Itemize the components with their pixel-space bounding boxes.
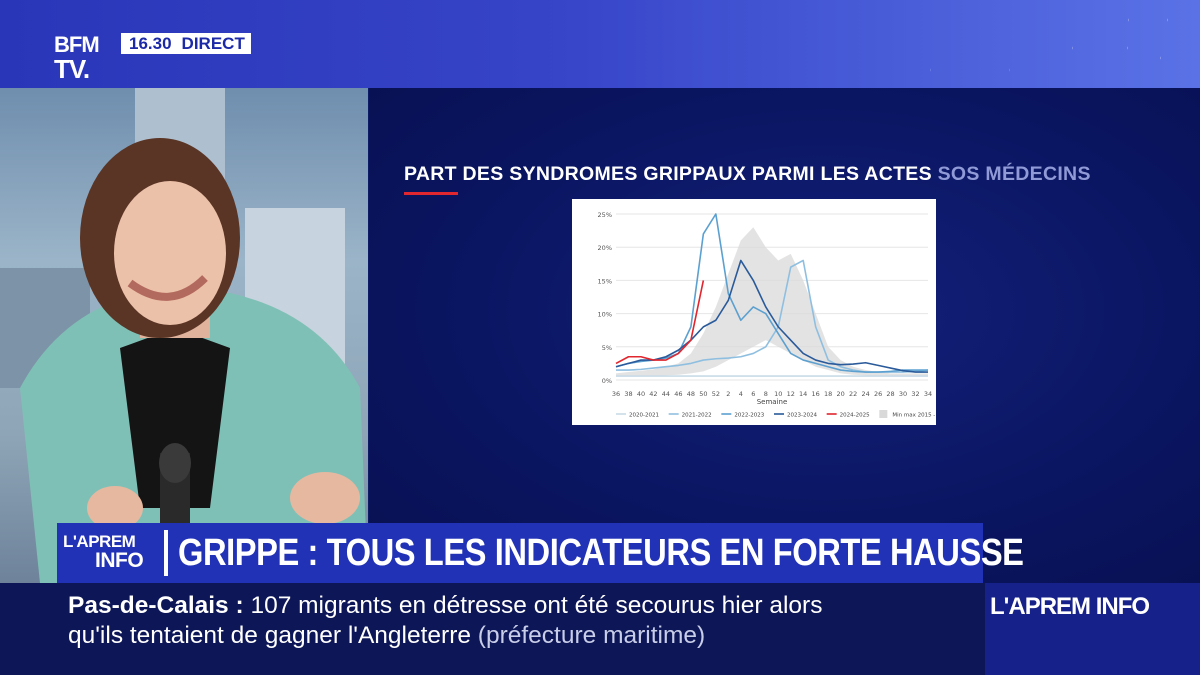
live-tag: DIRECT	[179, 33, 251, 54]
x-tick-label: 36	[612, 390, 620, 398]
y-tick-label: 20%	[598, 244, 612, 252]
x-tick-label: 4	[739, 390, 743, 398]
series-line	[615, 213, 928, 373]
y-tick-label: 25%	[598, 211, 612, 219]
y-tick-label: 0%	[602, 377, 612, 385]
x-tick-label: 16	[812, 390, 820, 398]
headline: GRIPPE : TOUS LES INDICATEURS EN FORTE H…	[178, 532, 1024, 574]
ticker-brand: L'APREM INFO	[990, 593, 1150, 620]
x-tick-label: 12	[787, 390, 795, 398]
chart-title: PART DES SYNDROMES GRIPPAUX PARMI LES AC…	[404, 163, 1091, 186]
y-tick-label: 15%	[598, 277, 612, 285]
ticker-line1: Pas-de-Calais : 107 migrants en détresse…	[68, 592, 822, 620]
ticker-text1: 107 migrants en détresse ont été secouru…	[243, 592, 823, 619]
x-tick-label: 20	[836, 390, 844, 398]
logo-line1: BFM	[54, 32, 100, 57]
x-tick-label: 50	[699, 390, 707, 398]
legend-label: 2020-2021	[629, 413, 659, 419]
decor-hexagon	[1160, 38, 1200, 78]
title-underline	[404, 192, 458, 195]
x-tick-label: 28	[886, 390, 894, 398]
y-tick-label: 5%	[602, 344, 612, 352]
legend-label: 2023-2024	[787, 413, 817, 419]
legend-label: 2021-2022	[682, 413, 712, 419]
chart-title-accent: SOS MÉDECINS	[937, 163, 1091, 185]
x-tick-label: 42	[649, 390, 657, 398]
chart-card: 0% 5% 10% 15% 20% 25% 36 38 40 42 44 46 48 50 52 2 4 6 8 10…	[572, 199, 936, 425]
studio-video	[0, 88, 368, 583]
x-tick-label: 26	[874, 390, 882, 398]
x-tick-label: 18	[824, 390, 832, 398]
x-tick-label: 14	[799, 390, 807, 398]
x-tick-label: 10	[774, 390, 782, 398]
flu-chart: 0%5%10%15%20%25%36 38 40 42 44 46 48 50 52 2 4 6 8 10…	[598, 211, 936, 419]
show-logo-line1: L'APREM	[63, 532, 136, 551]
logo-line2: TV.	[54, 54, 90, 84]
ticker-text2: qu'ils tentaient de gagner l'Angleterre	[68, 622, 478, 649]
x-tick-label: 38	[624, 390, 632, 398]
x-tick-label: 40	[637, 390, 645, 398]
minmax-band	[616, 227, 928, 377]
x-tick-label: 24	[861, 390, 869, 398]
banner-divider	[164, 530, 168, 576]
clock: 16.30	[121, 33, 180, 54]
show-logo-line2: INFO	[95, 549, 144, 572]
legend-label: 2022-2023	[734, 413, 764, 419]
x-tick-label: 52	[712, 390, 720, 398]
x-tick-label: 22	[849, 390, 857, 398]
legend-label: 2024-2025	[840, 413, 870, 419]
decor-hexagon	[1072, 22, 1128, 74]
x-tick-label: 2	[726, 390, 730, 398]
x-tick-label: 48	[687, 390, 695, 398]
ticker-source: (préfecture maritime)	[477, 622, 706, 649]
x-tick-label: 44	[662, 390, 670, 398]
chart-title-main: PART DES SYNDROMES GRIPPAUX PARMI LES AC…	[404, 163, 938, 185]
series-line	[615, 280, 705, 365]
legend-label: Min max 2015 - 2020	[892, 413, 936, 419]
x-tick-label: 6	[751, 390, 755, 398]
x-axis-label: Semaine	[757, 398, 788, 406]
x-tick-label: 32	[911, 390, 919, 398]
x-tick-label: 30	[899, 390, 907, 398]
decor-hexagon	[930, 34, 1010, 88]
y-tick-label: 10%	[598, 311, 612, 319]
news-ticker	[0, 583, 985, 675]
presenter-image	[20, 138, 368, 583]
time-box: 16.30 DIRECT	[121, 33, 251, 54]
show-logo: L'APREM INFO	[57, 523, 162, 583]
ticker-place: Pas-de-Calais :	[68, 592, 244, 619]
ticker-brand-panel	[985, 583, 1200, 675]
x-tick-label: 34	[924, 390, 932, 398]
headline-banner	[57, 523, 983, 583]
channel-logo: BFM TV.	[54, 34, 116, 86]
x-tick-label: 8	[764, 390, 768, 398]
legend-swatch	[879, 410, 888, 418]
series-line	[615, 259, 928, 373]
decor-hexagon	[1128, 2, 1168, 38]
ticker-line2: qu'ils tentaient de gagner l'Angleterre …	[68, 622, 705, 650]
x-tick-label: 46	[674, 390, 682, 398]
